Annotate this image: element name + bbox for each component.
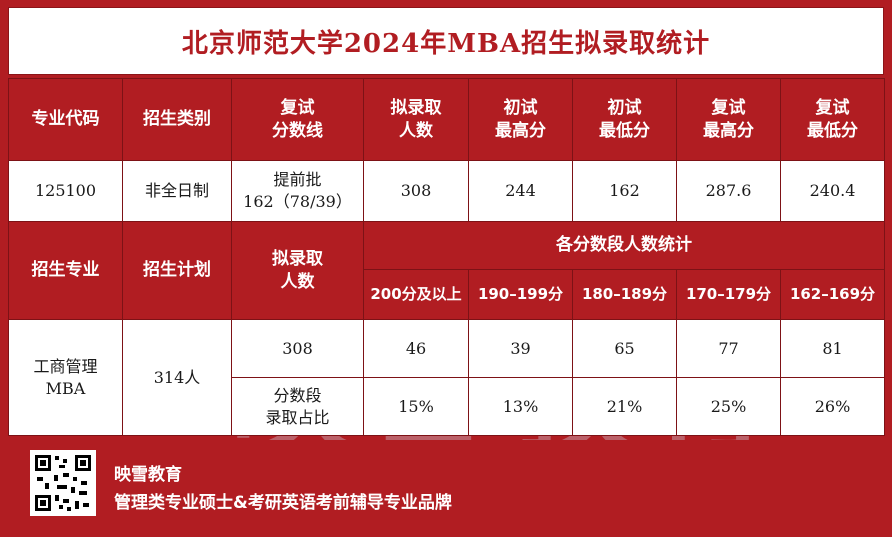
header-admitted-2: 拟录取 人数 — [231, 221, 364, 320]
cell-admitted-2: 308 — [231, 319, 364, 378]
header-admitted-2-b: 人数 — [280, 271, 315, 292]
data-row-2a: 工商管理 MBA 314人 308 46 39 65 77 81 — [8, 319, 885, 436]
data-row-2b: 分数段 录取占比 15% 13% 21% 25% 26% — [9, 377, 885, 436]
header-first-max-b: 最高分 — [495, 120, 546, 141]
header-re-max: 复试 最高分 — [676, 78, 781, 161]
band-header: 162–169分 — [780, 269, 885, 320]
header-first-max-a: 初试 — [503, 97, 538, 118]
band-header: 190–199分 — [468, 269, 573, 320]
cell-score-line-b: 162（78/39） — [243, 192, 352, 211]
band-count: 81 — [780, 319, 885, 378]
header-score-line-b: 分数线 — [272, 120, 323, 141]
band-header: 200分及以上 — [363, 269, 469, 320]
band-ratio: 25% — [676, 377, 781, 436]
header-first-max: 初试 最高分 — [468, 78, 573, 161]
band-count: 65 — [572, 319, 677, 378]
page-title: 北京师范大学2024年MBA招生拟录取统计 — [181, 28, 711, 59]
cell-category: 非全日制 — [122, 160, 232, 222]
cell-ratio-label: 分数段 录取占比 — [231, 377, 364, 436]
cell-ratio-label-a: 分数段 — [273, 385, 322, 405]
header-admitted-2-a: 拟录取 — [272, 248, 323, 269]
header-first-min-a: 初试 — [607, 97, 642, 118]
cell-admitted: 308 — [363, 160, 469, 222]
title-bar: 北京师范大学2024年MBA招生拟录取统计 — [8, 7, 884, 75]
header-row-1: 专业代码 招生类别 复试 分数线 拟录取 人数 初试 最高分 初试 最低分 复试… — [8, 78, 885, 161]
header-row-2a: 招生专业 招生计划 拟录取 人数 各分数段人数统计 — [8, 221, 885, 320]
footer: 映雪教育 管理类专业硕士&考研英语考前辅导专业品牌 — [0, 440, 892, 537]
cell-first-min: 162 — [572, 160, 677, 222]
brand-name: 映雪教育 — [114, 465, 182, 485]
qr-code-icon[interactable] — [30, 450, 96, 516]
header-re-min-b: 最低分 — [807, 120, 858, 141]
header-first-min-b: 最低分 — [599, 120, 650, 141]
cell-re-max: 287.6 — [676, 160, 781, 222]
cell-score-line: 提前批 162（78/39） — [231, 160, 364, 222]
band-count: 46 — [363, 319, 469, 378]
band-header: 180–189分 — [572, 269, 677, 320]
cell-ratio-label-b: 录取占比 — [265, 407, 330, 427]
header-score-line-a: 复试 — [280, 97, 315, 118]
cell-plan: 314人 — [122, 319, 232, 436]
cell-major: 工商管理 MBA — [8, 319, 123, 436]
header-category: 招生类别 — [122, 78, 232, 161]
cell-first-max: 244 — [468, 160, 573, 222]
header-admitted-b: 人数 — [399, 120, 433, 141]
cell-major-b: MBA — [45, 378, 86, 398]
admission-table: 专业代码 招生类别 复试 分数线 拟录取 人数 初试 最高分 初试 最低分 复试… — [8, 78, 885, 436]
header-re-max-b: 最高分 — [703, 120, 754, 141]
band-count: 39 — [468, 319, 573, 378]
header-admitted-a: 拟录取 — [390, 97, 442, 118]
cell-score-line-a: 提前批 — [273, 170, 322, 190]
header-re-max-a: 复试 — [711, 97, 746, 118]
band-ratio: 26% — [780, 377, 885, 436]
header-score-line: 复试 分数线 — [231, 78, 364, 161]
data-row-1: 125100 非全日制 提前批 162（78/39） 308 244 162 2… — [8, 160, 885, 222]
header-re-min: 复试 最低分 — [780, 78, 885, 161]
header-re-min-a: 复试 — [815, 97, 850, 118]
band-ratio: 21% — [572, 377, 677, 436]
band-header: 170–179分 — [676, 269, 781, 320]
cell-major-a: 工商管理 — [33, 356, 98, 376]
header-code: 专业代码 — [8, 78, 123, 161]
header-distribution: 各分数段人数统计 — [363, 221, 885, 270]
cell-code: 125100 — [8, 160, 123, 222]
header-major: 招生专业 — [8, 221, 123, 320]
header-plan: 招生计划 — [122, 221, 232, 320]
header-row-2b: 200分及以上 190–199分 180–189分 170–179分 162–1… — [9, 269, 885, 320]
band-count: 77 — [676, 319, 781, 378]
header-first-min: 初试 最低分 — [572, 78, 677, 161]
band-ratio: 13% — [468, 377, 573, 436]
header-admitted: 拟录取 人数 — [363, 78, 469, 161]
cell-re-min: 240.4 — [780, 160, 885, 222]
band-ratio: 15% — [363, 377, 469, 436]
brand-slogan: 管理类专业硕士&考研英语考前辅导专业品牌 — [114, 493, 452, 513]
